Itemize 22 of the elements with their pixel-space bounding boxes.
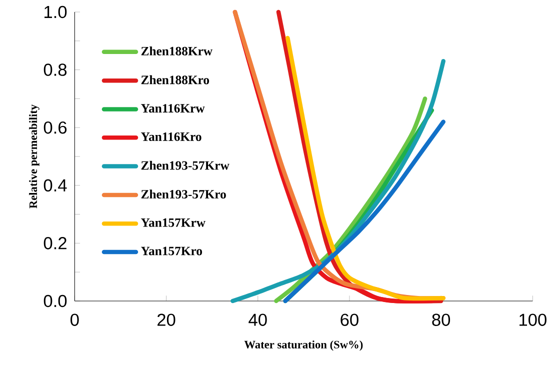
x-tick-label: 20 xyxy=(158,314,176,326)
legend-label: Zhen193-57Kro xyxy=(141,190,226,199)
y-tick-label: 0.0 xyxy=(44,294,67,308)
x-tick-label: 40 xyxy=(248,314,267,326)
legend-label: Yan157Kro xyxy=(141,246,202,256)
y-tick-label: 0.2 xyxy=(44,237,66,250)
y-tick-label: 1.0 xyxy=(44,6,67,18)
legend-label: Yan157Krw xyxy=(141,218,206,227)
legend-label: Zhen188Krw xyxy=(141,46,212,56)
y-tick-label: 0.8 xyxy=(44,64,67,76)
x-tick-label: 80 xyxy=(432,314,450,326)
legend-label: Zhen193-57Krw xyxy=(141,160,230,170)
x-tick-label: 60 xyxy=(340,314,358,326)
legend-label: Zhen188Kro xyxy=(141,75,210,84)
x-axis-title: Water saturation (Sw%) xyxy=(244,340,363,351)
x-tick-label: 0 xyxy=(70,314,79,326)
y-tick-label: 0.4 xyxy=(44,179,67,192)
y-axis-title: Relative permeability xyxy=(29,104,40,208)
legend-label: Yan116Kro xyxy=(141,132,202,141)
y-tick-label: 0.6 xyxy=(44,121,67,134)
x-tick-label: 100 xyxy=(520,314,546,326)
legend-label: Yan116Krw xyxy=(141,104,205,113)
